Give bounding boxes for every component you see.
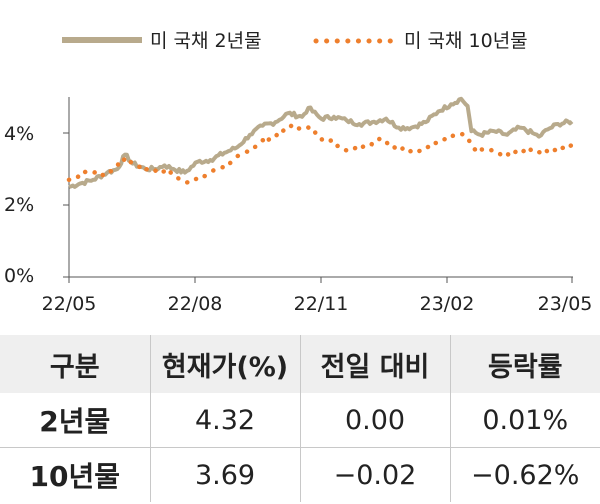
series-layer bbox=[66, 96, 575, 189]
y-tick-label-0: 0% bbox=[4, 265, 34, 287]
x-tick-label: 22/05 bbox=[42, 293, 97, 315]
y-tick-label-4: 4% bbox=[4, 123, 34, 145]
table-row: 2년물 4.32 0.00 0.01% bbox=[0, 393, 600, 448]
row-price: 3.69 bbox=[149, 447, 300, 502]
x-tick-label: 22/11 bbox=[294, 293, 349, 315]
legend: 미 국채 2년물 미 국채 10년물 bbox=[62, 30, 528, 52]
row-price: 4.32 bbox=[149, 393, 300, 448]
row-name: 2년물 bbox=[0, 393, 150, 448]
yield-table: 구분 현재가(%) 전일 대비 등락률 2년물 4.32 0.00 0.01% … bbox=[0, 335, 600, 502]
header-change: 전일 대비 bbox=[299, 335, 450, 393]
y-axis: 4% 2% 0% bbox=[4, 97, 70, 287]
row-change: 0.00 bbox=[299, 393, 450, 448]
table-header-row: 구분 현재가(%) 전일 대비 등락률 bbox=[0, 335, 600, 393]
row-change: −0.02 bbox=[299, 447, 450, 502]
row-name: 10년물 bbox=[29, 460, 121, 493]
series-line-10y bbox=[66, 120, 575, 186]
yield-chart: 미 국채 2년물 미 국채 10년물 4% 2% 0% 22/05 22/08 … bbox=[4, 30, 593, 315]
x-tick-label: 22/08 bbox=[168, 293, 223, 315]
table-row: 10년물 3.69 −0.02 −0.62% bbox=[0, 447, 600, 502]
y-tick-label-2: 2% bbox=[4, 194, 34, 216]
header-category: 구분 bbox=[0, 335, 150, 393]
x-tick-label: 23/02 bbox=[420, 293, 475, 315]
row-rate: −0.62% bbox=[449, 447, 600, 502]
series-line-2y bbox=[68, 96, 574, 189]
legend-label-10y: 미 국채 10년물 bbox=[404, 30, 528, 52]
legend-label-2y: 미 국채 2년물 bbox=[150, 30, 262, 52]
x-axis: 22/05 22/08 22/11 23/02 23/05 bbox=[42, 276, 593, 315]
header-price: 현재가(%) bbox=[149, 335, 300, 393]
row-rate: 0.01% bbox=[449, 393, 600, 448]
header-rate: 등락률 bbox=[449, 335, 600, 393]
x-tick-label: 23/05 bbox=[538, 293, 593, 315]
